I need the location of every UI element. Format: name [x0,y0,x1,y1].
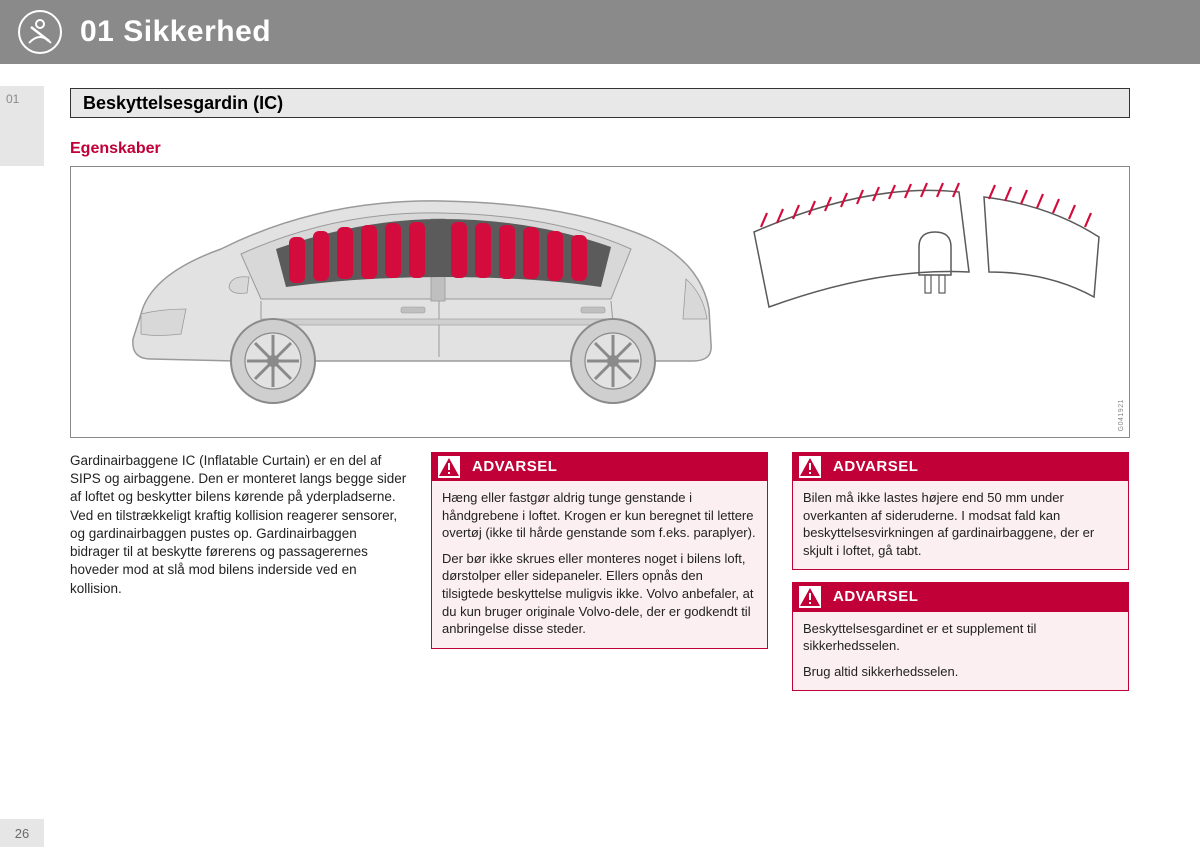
warning-box: ADVARSEL Hæng eller fastgør aldrig tunge… [431,452,768,649]
car-illustration [111,179,731,429]
figure: G041921 [70,166,1130,438]
warning-header: ADVARSEL [793,453,1128,481]
content-columns: Gardinairbaggene IC (Inflatable Curtain)… [70,452,1130,703]
warning-triangle-icon [438,456,460,478]
column-2: ADVARSEL Hæng eller fastgør aldrig tunge… [431,452,768,703]
column-3: ADVARSEL Bilen må ikke lastes højere end… [792,452,1129,703]
warning-box: ADVARSEL Bilen må ikke lastes højere end… [792,452,1129,570]
figure-id: G041921 [1118,399,1125,431]
chapter-header: 01 Sikkerhed [0,0,1200,64]
side-tab: 01 [0,86,44,166]
warning-triangle-icon [799,586,821,608]
warning-body: Bilen må ikke lastes højere end 50 mm un… [793,481,1128,569]
warning-triangle-icon [799,456,821,478]
warning-header: ADVARSEL [793,583,1128,611]
seatbelt-icon [18,10,62,54]
warning-body: Hæng eller fastgør aldrig tunge genstand… [432,481,767,647]
page-number: 26 [0,819,44,847]
chapter-title: 01 Sikkerhed [80,15,271,49]
column-1: Gardinairbaggene IC (Inflatable Curtain)… [70,452,407,703]
warning-body: Beskyttelsesgardinet er et supplement ti… [793,612,1128,691]
section-subheader: Beskyttelsesgardin (IC) [70,88,1130,118]
warning-box: ADVARSEL Beskyttelsesgardinet er et supp… [792,582,1129,691]
warning-header: ADVARSEL [432,453,767,481]
schematic-illustration [749,177,1109,337]
section-title: Egenskaber [70,140,161,158]
body-paragraph: Gardinairbaggene IC (Inflatable Curtain)… [70,452,407,598]
